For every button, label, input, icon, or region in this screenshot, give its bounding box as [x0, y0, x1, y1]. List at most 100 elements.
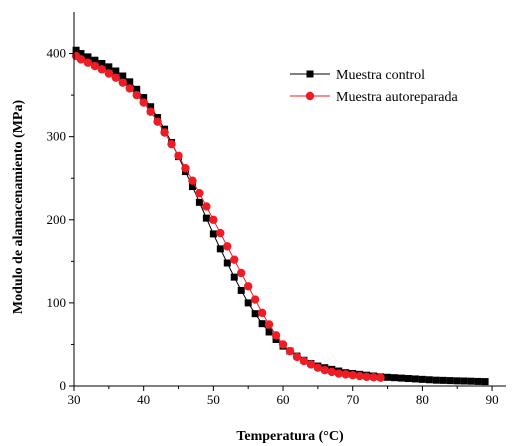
data-point — [84, 53, 92, 61]
x-tick-label: 40 — [137, 392, 150, 407]
data-point — [230, 273, 238, 281]
legend-marker — [306, 70, 314, 78]
x-tick-label: 30 — [68, 392, 81, 407]
data-point — [147, 103, 155, 111]
legend-item: Muestra autoreparada — [290, 90, 458, 105]
data-point — [112, 67, 120, 75]
data-point — [348, 370, 357, 380]
data-point — [369, 373, 378, 382]
y-tick-label: 300 — [47, 129, 67, 144]
data-point — [264, 320, 274, 329]
data-point — [126, 78, 134, 86]
x-tick-label: 80 — [416, 392, 429, 407]
data-point — [105, 63, 113, 71]
data-point — [362, 372, 371, 382]
data-point — [334, 369, 343, 378]
data-point — [223, 259, 231, 267]
data-point — [418, 375, 426, 383]
data-point — [223, 242, 232, 251]
x-axis: 30 40 50 60 70 80 90 — [68, 385, 506, 407]
data-point — [153, 117, 162, 126]
data-point — [104, 69, 114, 78]
data-point — [425, 376, 433, 384]
x-axis-title: Temperatura (°C) — [236, 429, 344, 444]
series-2 — [71, 51, 385, 382]
data-point — [299, 356, 309, 366]
series-line — [75, 55, 381, 379]
data-point — [411, 375, 419, 383]
y-tick-label: 400 — [47, 46, 67, 61]
x-tick-label: 70 — [346, 392, 359, 407]
data-point — [160, 128, 169, 137]
data-point — [195, 198, 203, 206]
y-tick-label: 100 — [47, 295, 67, 310]
data-point — [230, 255, 239, 264]
data-point — [432, 376, 440, 384]
data-point — [91, 56, 99, 64]
data-point — [265, 328, 273, 336]
data-point — [132, 90, 141, 100]
data-point — [327, 367, 337, 377]
legend-label: Muestra control — [336, 68, 425, 83]
data-point — [133, 85, 141, 93]
data-point — [181, 164, 190, 173]
data-point — [285, 346, 295, 356]
data-point — [98, 60, 106, 68]
data-point — [258, 320, 266, 328]
data-point — [384, 373, 392, 381]
data-point — [118, 78, 127, 87]
data-point — [251, 310, 259, 318]
data-point — [216, 228, 225, 238]
data-point — [188, 183, 196, 191]
data-point — [125, 84, 134, 93]
data-point — [237, 286, 245, 294]
data-point — [202, 202, 211, 211]
data-point — [467, 377, 475, 385]
data-point — [257, 308, 267, 318]
data-point — [237, 268, 246, 278]
data-point — [460, 377, 468, 385]
data-point — [250, 295, 260, 304]
legend: Muestra control Muestra autoreparada — [290, 68, 458, 105]
data-point — [355, 371, 364, 381]
data-point — [209, 230, 217, 238]
data-point — [146, 107, 155, 116]
data-point — [306, 360, 316, 369]
data-point — [72, 46, 80, 54]
data-point — [292, 352, 302, 362]
data-point — [111, 73, 121, 82]
data-point — [243, 282, 253, 291]
data-point — [341, 370, 350, 379]
y-tick-label: 0 — [60, 378, 67, 393]
data-point — [271, 331, 281, 340]
data-point — [97, 65, 107, 74]
legend-item: Muestra control — [290, 68, 425, 83]
legend-label: Muestra autoreparada — [336, 90, 458, 105]
x-tick-label: 60 — [277, 392, 290, 407]
data-point — [167, 139, 176, 149]
plot-area — [71, 46, 489, 386]
data-point — [216, 245, 224, 253]
data-point — [320, 366, 330, 375]
data-point — [481, 378, 489, 386]
data-point — [397, 374, 405, 382]
data-point — [404, 375, 412, 383]
data-point — [453, 377, 461, 385]
data-point — [90, 61, 100, 71]
data-point — [278, 340, 288, 349]
data-point — [391, 374, 399, 382]
x-tick-label: 50 — [207, 392, 220, 407]
data-point — [474, 377, 482, 385]
data-point — [188, 176, 197, 185]
legend-marker — [305, 91, 315, 101]
data-point — [446, 377, 454, 385]
y-axis-title: Modulo de alamacenamiento (MPa) — [11, 100, 26, 315]
data-point — [76, 55, 86, 64]
data-point — [202, 214, 210, 222]
data-point — [439, 376, 447, 384]
data-point — [119, 72, 127, 80]
data-point — [174, 151, 183, 160]
data-point — [313, 363, 323, 372]
data-point — [140, 94, 148, 102]
